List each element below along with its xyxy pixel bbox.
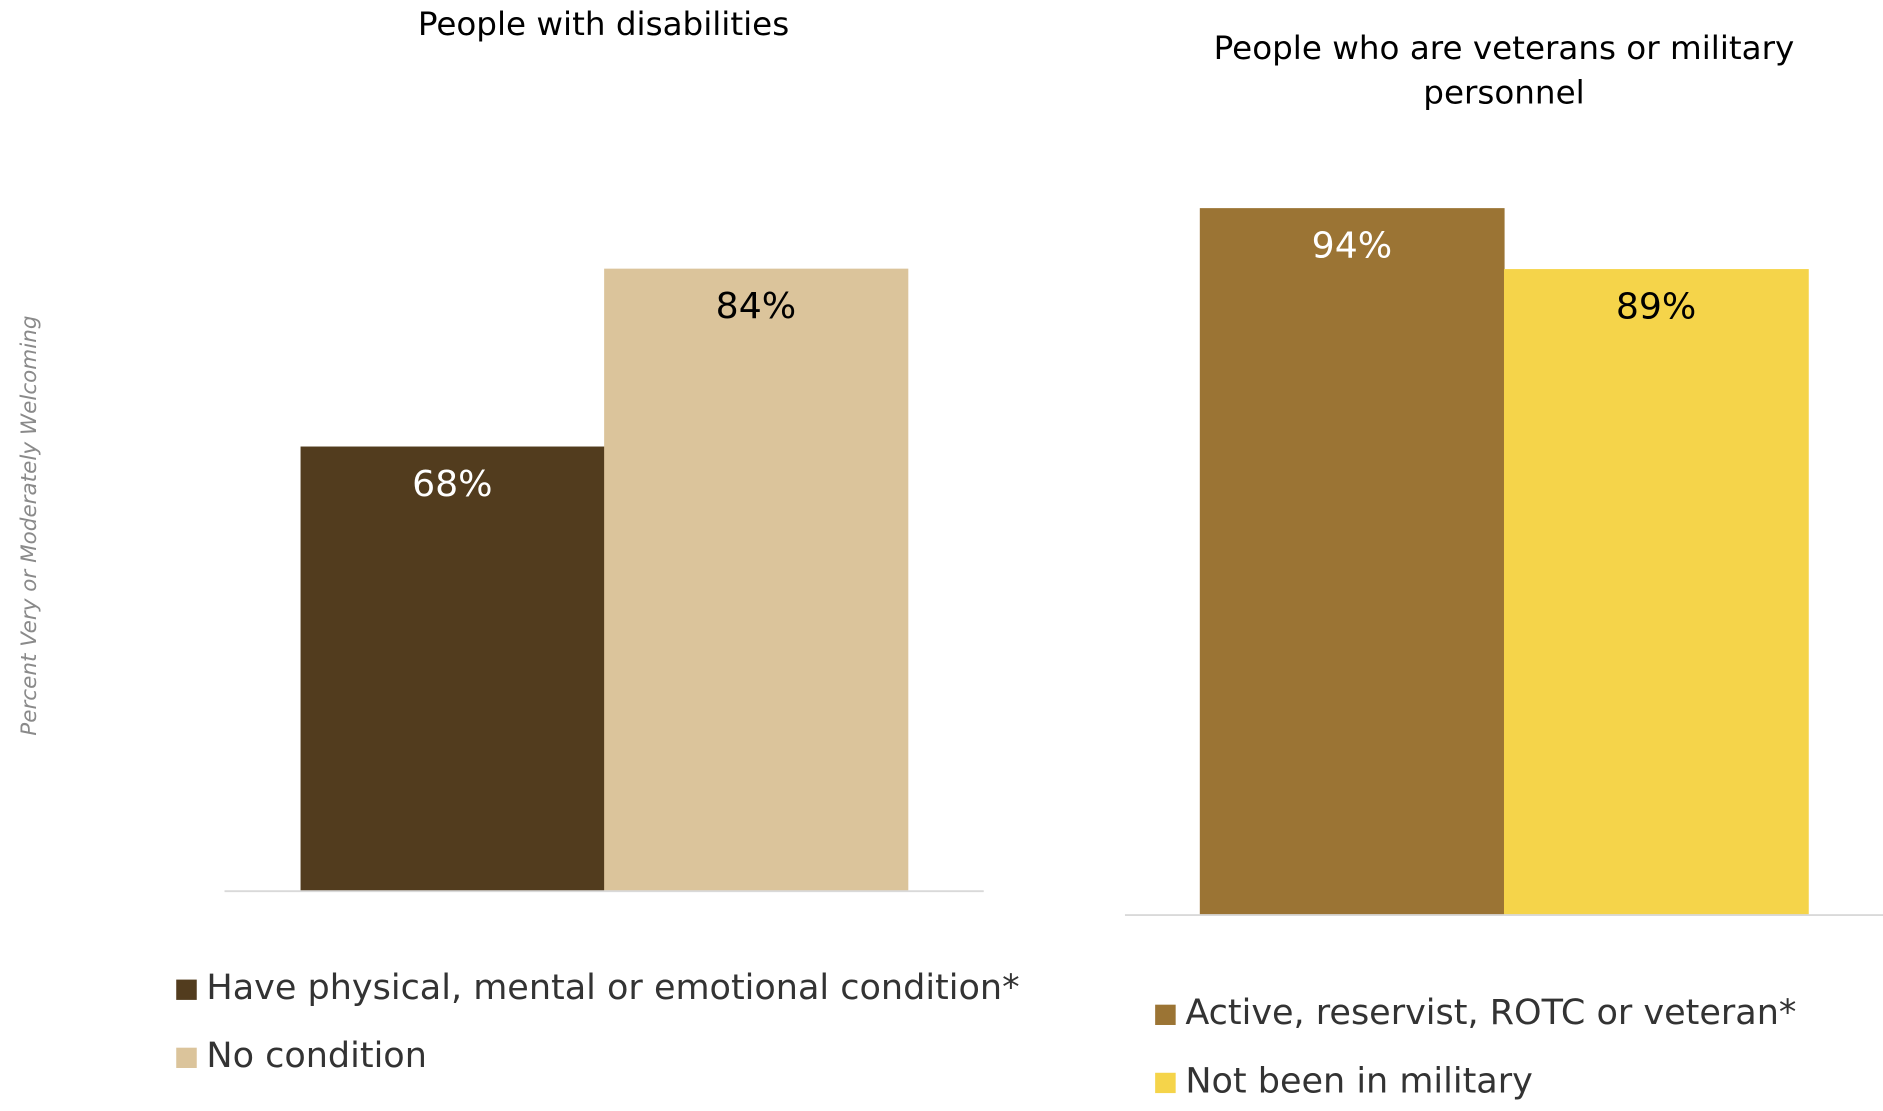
- legend-swatch: [176, 1047, 197, 1068]
- legend-label: Active, reservist, ROTC or veteran*: [1185, 993, 1796, 1033]
- chart-title: People who are veterans or military perso…: [1214, 29, 1795, 111]
- legend-label: Have physical, mental or emotional condi…: [206, 968, 1019, 1008]
- bar: [1199, 208, 1505, 916]
- y-axis-label: Percent Very or Moderately Welcoming: [17, 316, 42, 736]
- data-label: 68%: [412, 464, 492, 505]
- legend-swatch: [1155, 1004, 1176, 1025]
- legend-swatch: [1155, 1072, 1176, 1094]
- data-label: 89%: [1616, 287, 1696, 328]
- data-label: 84%: [716, 286, 796, 327]
- bar: [1503, 269, 1809, 916]
- bar: [300, 446, 605, 892]
- legend-label: No condition: [206, 1036, 427, 1076]
- bar: [604, 268, 909, 892]
- legend-swatch: [176, 979, 197, 1000]
- chart-title: People with disabilities: [418, 5, 789, 43]
- data-label: 94%: [1312, 226, 1392, 267]
- legend-label: Not been in military: [1185, 1061, 1533, 1101]
